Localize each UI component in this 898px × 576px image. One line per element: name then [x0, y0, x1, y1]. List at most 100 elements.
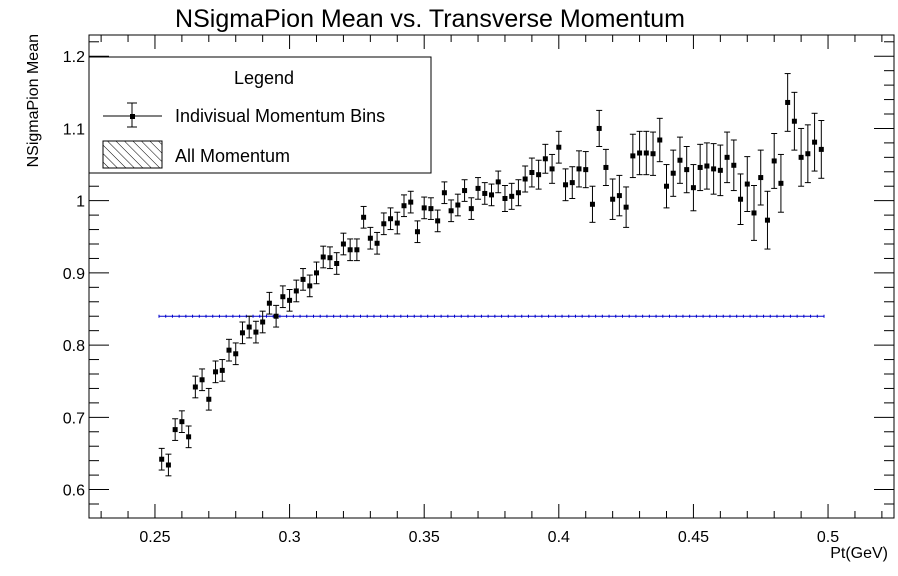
data-point	[623, 186, 630, 228]
data-marker	[253, 329, 259, 335]
data-point	[730, 139, 737, 192]
data-point	[508, 182, 515, 210]
x-tick-label: 0.35	[409, 529, 440, 546]
data-point	[663, 164, 670, 209]
data-marker	[623, 204, 629, 210]
data-marker	[219, 367, 225, 373]
data-point	[535, 159, 542, 190]
data-marker	[213, 369, 219, 375]
data-marker	[536, 172, 542, 178]
data-marker	[758, 175, 764, 181]
data-marker	[556, 144, 562, 150]
data-marker	[448, 208, 454, 214]
data-point	[636, 130, 643, 176]
data-point	[690, 164, 697, 212]
data-marker	[563, 182, 569, 188]
data-marker	[630, 153, 636, 159]
data-marker	[549, 166, 555, 172]
data-point	[286, 288, 293, 312]
plot-frame	[88, 34, 895, 519]
data-marker	[610, 196, 616, 202]
data-marker	[569, 180, 575, 186]
data-marker	[791, 118, 797, 124]
data-point	[784, 73, 791, 132]
data-point	[454, 193, 461, 217]
data-point	[185, 425, 192, 449]
data-marker	[246, 324, 252, 330]
data-marker	[643, 150, 649, 156]
data-point	[488, 183, 495, 207]
data-point	[333, 252, 340, 275]
data-point	[232, 342, 239, 366]
data-point	[421, 196, 428, 220]
data-marker	[603, 164, 609, 170]
data-marker	[374, 240, 380, 246]
data-point	[293, 279, 300, 303]
data-marker	[455, 202, 461, 208]
data-marker	[421, 205, 427, 211]
data-marker	[307, 283, 313, 289]
data-point	[609, 178, 616, 220]
data-marker	[226, 347, 232, 353]
data-marker	[677, 157, 683, 163]
y-tick-label: 1	[76, 194, 85, 211]
data-marker	[589, 201, 595, 207]
data-point	[811, 112, 818, 172]
data-point	[273, 304, 280, 328]
data-point	[582, 151, 589, 189]
legend-marker-square	[130, 114, 135, 119]
data-marker	[192, 384, 198, 390]
data-marker	[657, 137, 663, 143]
data-point	[172, 418, 179, 441]
data-point	[717, 144, 724, 197]
data-marker	[542, 156, 548, 162]
y-axis-label: NSigmaPion Mean	[25, 34, 42, 167]
x-axis-label: Pt(GeV)	[830, 545, 888, 562]
data-marker	[684, 167, 690, 173]
data-marker	[165, 462, 171, 468]
data-point	[818, 120, 825, 179]
data-marker	[576, 166, 582, 172]
data-marker	[482, 190, 488, 196]
data-marker	[529, 170, 535, 176]
data-point	[670, 149, 677, 197]
data-point	[192, 375, 199, 399]
data-point	[165, 453, 172, 477]
data-marker	[717, 167, 723, 173]
data-point	[771, 133, 778, 189]
data-point	[387, 207, 394, 231]
data-marker	[273, 313, 279, 319]
data-point	[757, 149, 764, 206]
data-marker	[293, 288, 299, 294]
data-point	[589, 185, 596, 223]
data-point	[569, 166, 576, 200]
data-point	[515, 179, 522, 207]
data-marker	[327, 255, 333, 261]
data-marker	[583, 167, 589, 173]
data-marker	[199, 377, 205, 383]
data-point	[710, 143, 717, 195]
data-marker	[711, 166, 717, 172]
y-tick-label: 0.8	[63, 338, 85, 355]
x-tick-label: 0.5	[817, 529, 839, 546]
data-point	[737, 173, 744, 226]
legend-entry-individual-bins: Indivisual Momentum Bins	[103, 102, 385, 128]
all-momentum-line-markers	[158, 314, 825, 318]
data-point	[468, 197, 475, 220]
x-tick-label: 0.25	[139, 529, 170, 546]
data-marker	[367, 235, 373, 241]
data-point	[676, 136, 683, 184]
data-marker	[489, 192, 494, 198]
data-marker	[650, 151, 656, 157]
data-marker	[320, 254, 326, 260]
data-marker	[724, 154, 730, 160]
data-point	[178, 410, 185, 433]
data-point	[791, 91, 798, 151]
data-marker	[704, 163, 710, 169]
data-point	[777, 153, 784, 213]
data-marker	[637, 150, 643, 156]
data-marker	[354, 247, 360, 253]
data-marker	[340, 241, 346, 247]
data-point	[246, 315, 253, 339]
data-point	[555, 130, 562, 164]
